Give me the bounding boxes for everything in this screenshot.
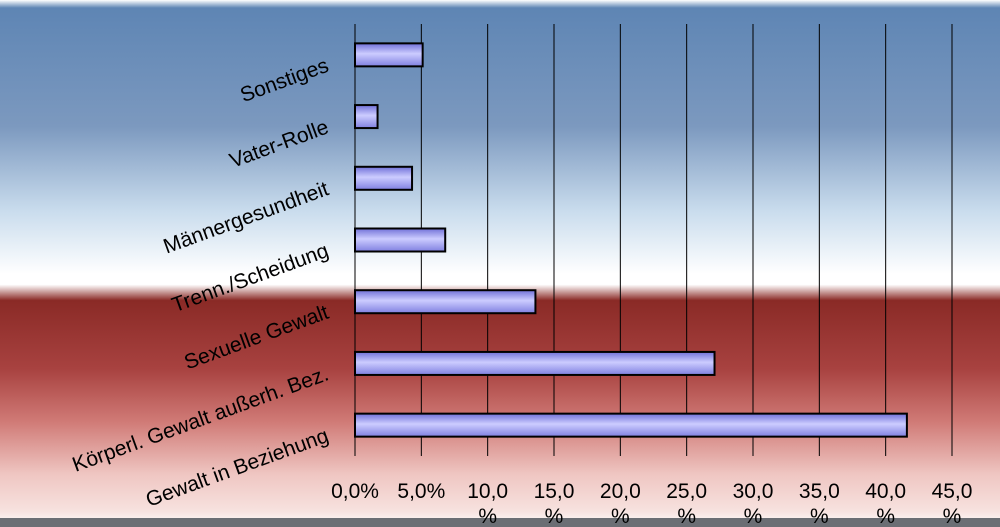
bar-5 (354, 350, 716, 376)
x-tick-label-4: 20,0% (600, 480, 641, 527)
bottom-edge-band (0, 518, 1000, 527)
bar-0 (354, 42, 424, 68)
bar-2 (354, 165, 414, 191)
bar-6 (354, 412, 908, 438)
bars (354, 42, 908, 438)
bar-4 (354, 289, 537, 315)
bar-3 (354, 227, 447, 253)
x-tick-label-8: 40,0% (865, 480, 906, 527)
x-tick-label-1: 5,0% (397, 480, 445, 503)
bar-1 (354, 104, 379, 130)
x-tick-label-5: 25,0% (666, 480, 707, 527)
x-tick-label-9: 45,0% (932, 480, 973, 527)
x-tick-labels: 0,0% 5,0% 10,0 % 15,0 % 20,0 % 25,0 % 30,0 % 35,0 % 40… (331, 480, 972, 527)
x-tick-label-6: 30,0% (733, 480, 774, 527)
x-tick-label-2: 10,0% (467, 480, 508, 527)
x-tick-label-0: 0,0% (331, 480, 379, 503)
x-tick-label-7: 35,0% (799, 480, 840, 527)
x-tick-label-3: 15,0% (534, 480, 575, 527)
